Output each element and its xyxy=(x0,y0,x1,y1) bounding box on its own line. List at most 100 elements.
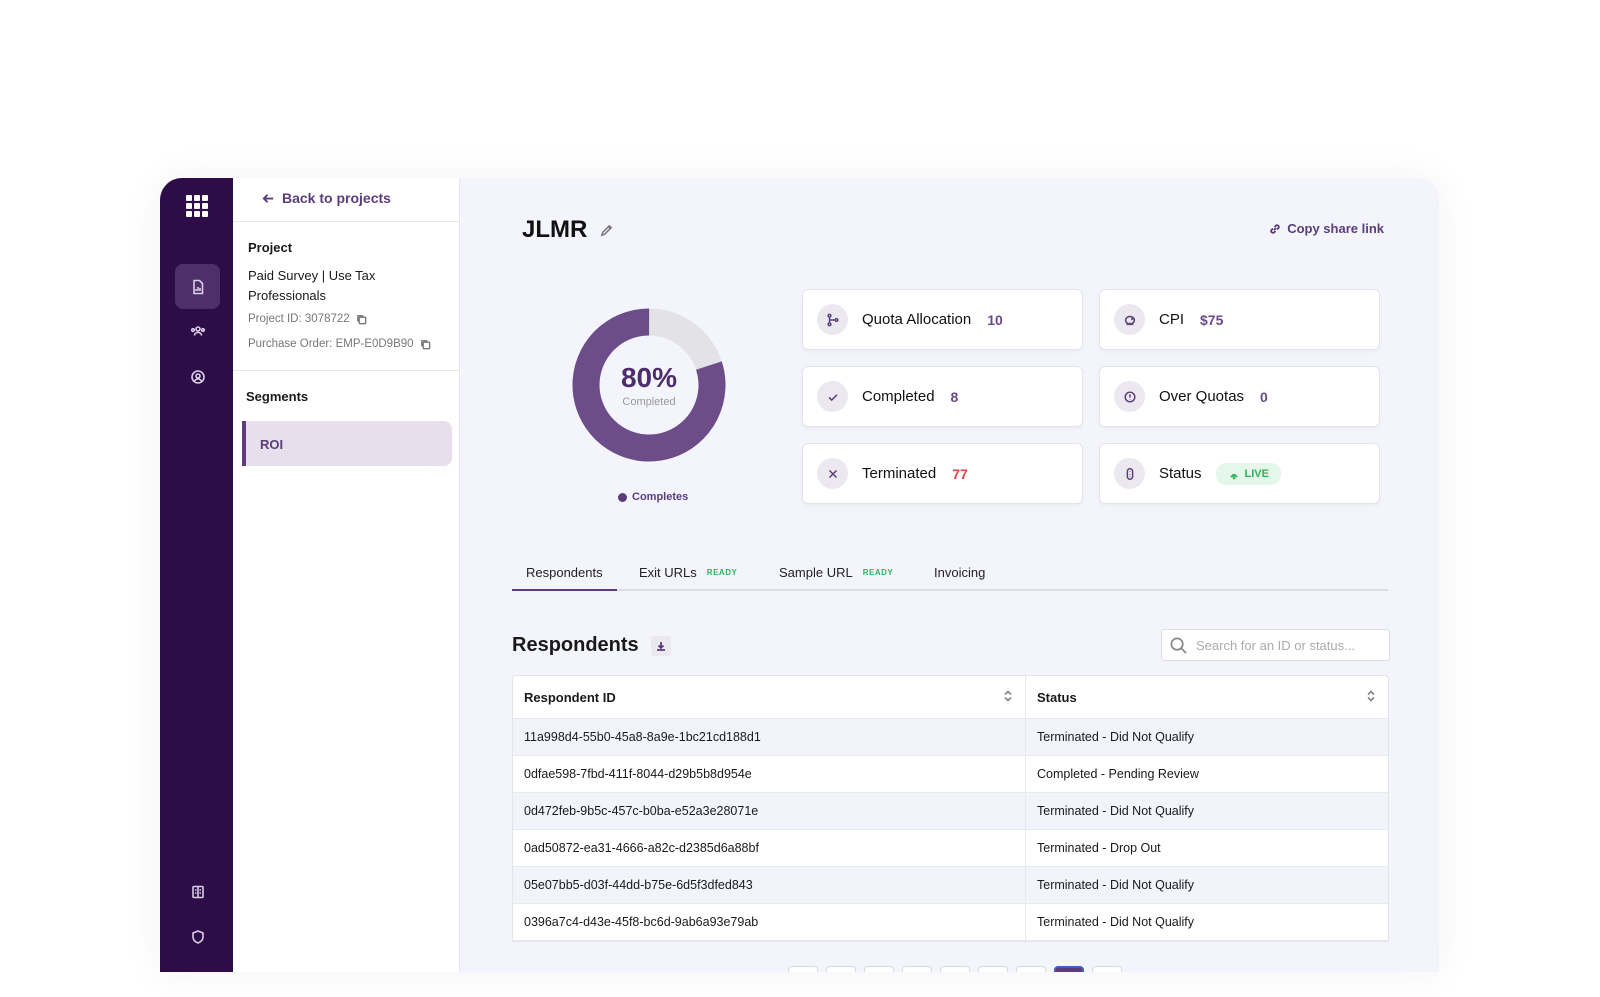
page-button[interactable] xyxy=(1092,966,1122,972)
search-box xyxy=(1161,629,1390,661)
live-badge: LIVE xyxy=(1215,462,1281,485)
status-card: Status LIVE xyxy=(1099,443,1380,504)
pencil-icon[interactable] xyxy=(599,223,614,238)
respondents-table: Respondent ID Status 11a998d4-55b0-45a8-… xyxy=(512,675,1389,942)
project-heading: Project xyxy=(248,240,293,255)
donut-legend: Completes xyxy=(618,491,688,503)
link-icon xyxy=(1270,223,1280,234)
page-button[interactable] xyxy=(902,966,932,972)
respondent-id-cell: 05e07bb5-d03f-44dd-b75e-6d5f3dfed843 xyxy=(513,867,1026,903)
tab-sample-url[interactable]: Sample URL READY xyxy=(779,555,893,589)
share-label: Copy share link xyxy=(1287,221,1384,236)
main-content: JLMR Copy share link 80% Completed Compl… xyxy=(460,178,1439,972)
users-nav-button[interactable] xyxy=(175,309,220,354)
purchase-order: Purchase Order: EMP-E0D9B90 xyxy=(248,338,431,350)
card-value: $75 xyxy=(1200,311,1224,328)
segment-item[interactable]: ROI xyxy=(242,421,452,466)
page-button[interactable] xyxy=(864,966,894,972)
divider xyxy=(233,370,460,371)
table-row[interactable]: 0396a7c4-d43e-45f8-bc6d-9ab6a93e79ab Ter… xyxy=(513,904,1388,941)
logo-icon[interactable] xyxy=(186,195,208,217)
download-icon xyxy=(656,641,665,651)
pagination xyxy=(788,966,1122,972)
card-value: 10 xyxy=(987,311,1003,328)
projects-nav-button[interactable] xyxy=(175,264,220,309)
piggy-bank-icon xyxy=(1114,304,1145,335)
page-button[interactable] xyxy=(940,966,970,972)
table-row[interactable]: 0ad50872-ea31-4666-a82c-d2385d6a88bf Ter… xyxy=(513,830,1388,867)
close-icon xyxy=(817,458,848,489)
status-cell: Terminated - Did Not Qualify xyxy=(1037,804,1195,818)
security-nav-button[interactable] xyxy=(175,914,220,959)
book-icon xyxy=(191,885,204,898)
app-window: Back to projects Project Paid Survey | U… xyxy=(160,178,1439,972)
project-title: JLMR xyxy=(522,216,588,243)
page-button[interactable] xyxy=(826,966,856,972)
page-button[interactable] xyxy=(1016,966,1046,972)
hierarchy-icon xyxy=(817,304,848,335)
quota-allocation-card: Quota Allocation 10 xyxy=(802,289,1083,350)
ready-badge: READY xyxy=(862,567,894,577)
tab-label: Sample URL xyxy=(779,564,853,580)
page-button-active[interactable] xyxy=(1054,966,1084,972)
tab-invoicing[interactable]: Invoicing xyxy=(934,555,985,589)
card-label: Quota Allocation xyxy=(862,311,972,328)
column-header-respondent-id[interactable]: Respondent ID xyxy=(513,676,1026,718)
table-row[interactable]: 0d472feb-9b5c-457c-b0ba-e52a3e28071e Ter… xyxy=(513,793,1388,830)
back-to-projects-link[interactable]: Back to projects xyxy=(261,190,391,206)
card-value: 77 xyxy=(952,465,968,482)
tab-respondents[interactable]: Respondents xyxy=(512,555,617,591)
back-link-label: Back to projects xyxy=(282,190,391,206)
table-row[interactable]: 11a998d4-55b0-45a8-8a9e-1bc21cd188d1 Ter… xyxy=(513,719,1388,756)
sort-icon[interactable] xyxy=(1366,689,1376,705)
respondent-id-cell: 0396a7c4-d43e-45f8-bc6d-9ab6a93e79ab xyxy=(513,904,1026,940)
card-label: Completed xyxy=(862,388,935,405)
table-header: Respondent ID Status xyxy=(513,676,1388,719)
card-label: Terminated xyxy=(862,465,937,482)
divider xyxy=(233,221,460,222)
tab-bar: Respondents Exit URLs READY Sample URL R… xyxy=(512,555,1388,591)
copy-icon[interactable] xyxy=(420,339,431,350)
shield-icon xyxy=(191,929,204,944)
column-header-status[interactable]: Status xyxy=(1026,676,1388,718)
download-button[interactable] xyxy=(650,635,671,656)
status-cell: Terminated - Did Not Qualify xyxy=(1037,730,1195,744)
header-label: Respondent ID xyxy=(524,689,616,705)
completion-donut: 80% Completed xyxy=(570,306,728,464)
search-input[interactable] xyxy=(1196,637,1376,653)
cpi-card: CPI $75 xyxy=(1099,289,1380,350)
status-cell: Terminated - Drop Out xyxy=(1037,841,1161,855)
tab-label: Respondents xyxy=(526,564,603,580)
respondent-id-cell: 0dfae598-7fbd-411f-8044-d29b5b8d954e xyxy=(513,756,1026,792)
docs-nav-button[interactable] xyxy=(175,869,220,914)
live-badge-label: LIVE xyxy=(1244,467,1269,480)
sort-icon[interactable] xyxy=(1003,689,1013,705)
traffic-light-icon xyxy=(1114,458,1145,489)
tab-label: Exit URLs xyxy=(639,564,697,580)
donut-sub-label: Completed xyxy=(622,396,676,408)
alert-circle-icon xyxy=(1114,381,1145,412)
respondent-id-cell: 0d472feb-9b5c-457c-b0ba-e52a3e28071e xyxy=(513,793,1026,829)
respondents-heading: Respondents xyxy=(512,634,671,657)
copy-share-link[interactable]: Copy share link xyxy=(1269,221,1384,236)
respondent-id-cell: 11a998d4-55b0-45a8-8a9e-1bc21cd188d1 xyxy=(513,719,1026,755)
card-label: Over Quotas xyxy=(1159,388,1245,405)
check-icon xyxy=(817,381,848,412)
document-chart-icon xyxy=(192,279,203,294)
account-nav-button[interactable] xyxy=(175,354,220,399)
page-button[interactable] xyxy=(978,966,1008,972)
respondent-id-cell: 0ad50872-ea31-4666-a82c-d2385d6a88bf xyxy=(513,830,1026,866)
table-row[interactable]: 05e07bb5-d03f-44dd-b75e-6d5f3dfed843 Ter… xyxy=(513,867,1388,904)
search-icon xyxy=(1170,637,1187,654)
card-value: 8 xyxy=(950,388,959,405)
project-id: Project ID: 3078722 xyxy=(248,313,367,325)
copy-icon[interactable] xyxy=(356,314,367,325)
purchase-order-text: Purchase Order: EMP-E0D9B90 xyxy=(248,338,414,350)
table-row[interactable]: 0dfae598-7fbd-411f-8044-d29b5b8d954e Com… xyxy=(513,756,1388,793)
respondents-title: Respondents xyxy=(512,634,639,656)
tab-exit-urls[interactable]: Exit URLs READY xyxy=(639,555,737,589)
project-id-text: Project ID: 3078722 xyxy=(248,313,350,325)
page-button[interactable] xyxy=(788,966,818,972)
terminated-card: Terminated 77 xyxy=(802,443,1083,504)
donut-percent: 80% xyxy=(620,362,678,393)
